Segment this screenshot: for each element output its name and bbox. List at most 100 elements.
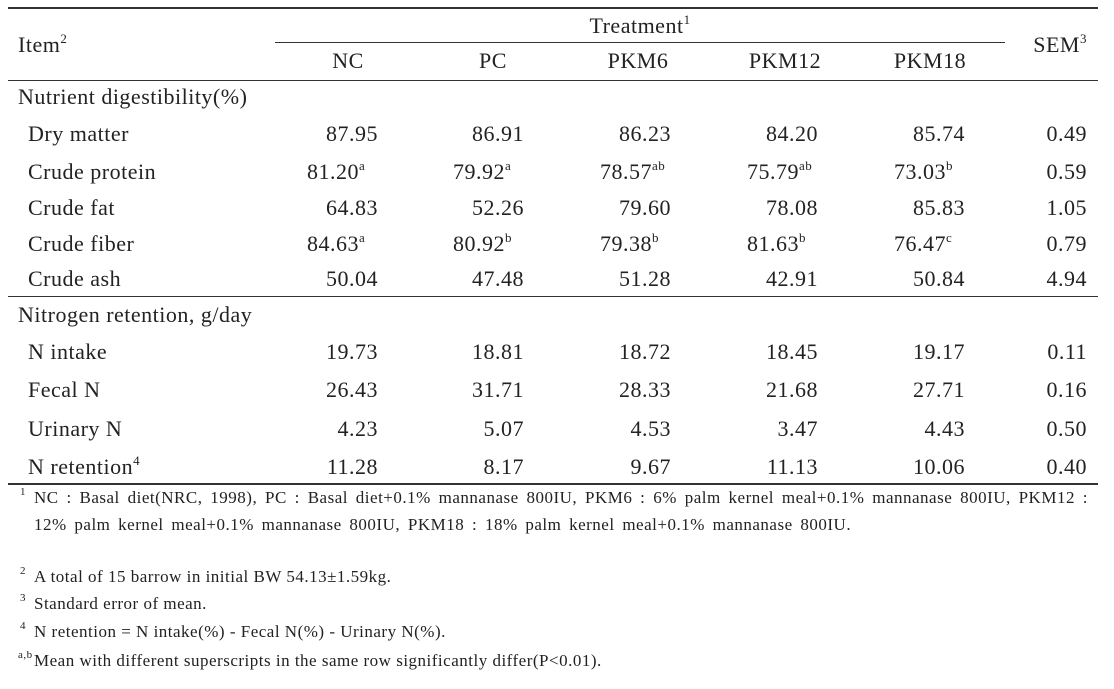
cell-text: 47.48 (472, 266, 524, 291)
section-title-text: Nitrogen retention, g/day (18, 302, 253, 327)
cell-text: 19.73 (326, 339, 378, 364)
cell-text: 18.72 (619, 339, 671, 364)
sem-cell-text: 0.49 (1046, 121, 1087, 146)
sem-cell-text: 0.50 (1046, 416, 1087, 441)
sem-cell-text: 0.40 (1046, 454, 1087, 479)
cell: 21.68 (766, 377, 818, 403)
header-rule (8, 80, 1098, 81)
sem-cell: 0.16 (1047, 377, 1088, 403)
cell-text: 11.13 (766, 454, 818, 479)
sem-cell: 0.49 (1047, 121, 1088, 147)
cell-text: 10.06 (913, 454, 965, 479)
cell: 81.20a (307, 159, 365, 185)
row-label-text: N intake (28, 339, 108, 364)
cell: 64.83 (326, 195, 378, 221)
cell-text: 85.74 (913, 121, 965, 146)
sem-cell-text: 0.59 (1046, 159, 1087, 184)
sem-cell: 1.05 (1047, 195, 1088, 221)
cell-text: 64.83 (326, 195, 378, 220)
cell-text: 51.28 (619, 266, 671, 291)
cell-text: 50.04 (326, 266, 378, 291)
footnote-mark: 1 (20, 486, 26, 498)
cell: 81.63b (747, 231, 806, 257)
cell-text: 42.91 (766, 266, 818, 291)
superscript: 1 (683, 12, 691, 27)
cell-text: 80.92 (453, 231, 505, 256)
footnote-mark: 4 (20, 620, 26, 632)
superscript: ab (652, 158, 666, 173)
column-header-text: PKM6 (607, 48, 669, 73)
cell-text: 78.57 (600, 159, 652, 184)
cell-text: 73.03 (894, 159, 946, 184)
cell-text: 27.71 (913, 377, 965, 402)
sem-header-text: SEM (1033, 32, 1080, 57)
cell: 78.57ab (600, 159, 665, 185)
row-label: Urinary N (28, 416, 122, 442)
cell: 85.83 (913, 195, 965, 221)
cell: 80.92b (453, 231, 512, 257)
treatment-header: Treatment1 (589, 13, 690, 39)
superscript: 2 (60, 31, 68, 46)
group-rule (275, 42, 1005, 43)
cell: 11.13 (767, 454, 818, 480)
column-header-text: PKM18 (893, 48, 967, 73)
sem-cell-text: 0.11 (1047, 339, 1087, 364)
cell-text: 52.26 (472, 195, 524, 220)
row-label-text: N retention (28, 454, 134, 479)
cell-text: 21.68 (766, 377, 818, 402)
item-header: Item2 (18, 32, 67, 58)
superscript: b (946, 158, 953, 173)
cell: 31.71 (472, 377, 524, 403)
sem-cell-text: 0.79 (1046, 231, 1087, 256)
cell: 8.17 (484, 454, 525, 480)
treatment-header-text: Treatment (589, 13, 684, 38)
section-title: Nutrient digestibility(%) (18, 84, 247, 110)
cell-text: 19.17 (913, 339, 965, 364)
row-label: Crude fiber (28, 231, 134, 257)
superscript: b (505, 230, 512, 245)
cell-text: 79.60 (619, 195, 671, 220)
column-header: PC (479, 48, 507, 74)
cell-text: 8.17 (483, 454, 524, 479)
superscript: ab (799, 158, 813, 173)
cell: 75.79ab (747, 159, 812, 185)
row-label: Crude fat (28, 195, 115, 221)
sem-cell-text: 4.94 (1046, 266, 1087, 291)
sem-cell: 0.79 (1047, 231, 1088, 257)
cell: 18.45 (766, 339, 818, 365)
cell: 42.91 (766, 266, 818, 292)
cell-text: 4.23 (337, 416, 378, 441)
cell: 84.20 (766, 121, 818, 147)
cell-text: 76.47 (894, 231, 946, 256)
cell: 84.63a (307, 231, 365, 257)
footnote-text: N retention = N intake(%) - Fecal N(%) -… (34, 622, 446, 641)
cell: 27.71 (913, 377, 965, 403)
cell: 9.67 (631, 454, 672, 480)
superscript: b (652, 230, 659, 245)
cell-text: 4.53 (630, 416, 671, 441)
cell: 3.47 (778, 416, 819, 442)
cell: 4.43 (925, 416, 966, 442)
column-header-text: PC (479, 48, 507, 73)
cell-text: 31.71 (472, 377, 524, 402)
footnote-mark: 2 (20, 565, 26, 577)
item-header-text: Item (18, 32, 61, 57)
cell: 86.91 (472, 121, 524, 147)
cell: 50.04 (326, 266, 378, 292)
cell: 18.81 (472, 339, 524, 365)
cell-text: 28.33 (619, 377, 671, 402)
superscript: b (799, 230, 806, 245)
cell: 4.53 (631, 416, 672, 442)
sem-cell: 0.50 (1047, 416, 1088, 442)
cell: 52.26 (472, 195, 524, 221)
cell-text: 50.84 (913, 266, 965, 291)
cell: 18.72 (619, 339, 671, 365)
superscript: a (359, 158, 366, 173)
footnote-text: A total of 15 barrow in initial BW 54.13… (34, 567, 392, 586)
cell: 76.47c (894, 231, 952, 257)
footnote-text: Standard error of mean. (34, 594, 207, 613)
row-label: N retention4 (28, 454, 140, 480)
cell: 85.74 (913, 121, 965, 147)
sem-cell: 4.94 (1047, 266, 1088, 292)
